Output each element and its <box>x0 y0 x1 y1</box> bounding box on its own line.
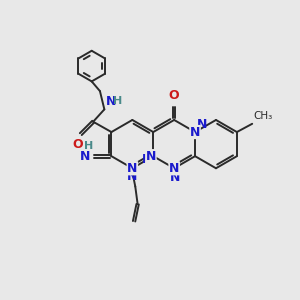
Text: N: N <box>141 153 152 166</box>
Text: O: O <box>169 89 179 102</box>
Text: N: N <box>169 171 180 184</box>
Text: CH₃: CH₃ <box>254 111 273 121</box>
Text: N: N <box>190 125 200 139</box>
Text: O: O <box>72 138 83 151</box>
Text: H: H <box>113 96 122 106</box>
Text: N: N <box>106 95 116 108</box>
Text: N: N <box>127 162 137 175</box>
Text: N: N <box>196 118 207 130</box>
Text: N: N <box>146 150 156 163</box>
Text: N: N <box>80 150 90 163</box>
Text: N: N <box>127 170 137 183</box>
Text: N: N <box>169 162 179 175</box>
Text: H: H <box>84 141 93 151</box>
